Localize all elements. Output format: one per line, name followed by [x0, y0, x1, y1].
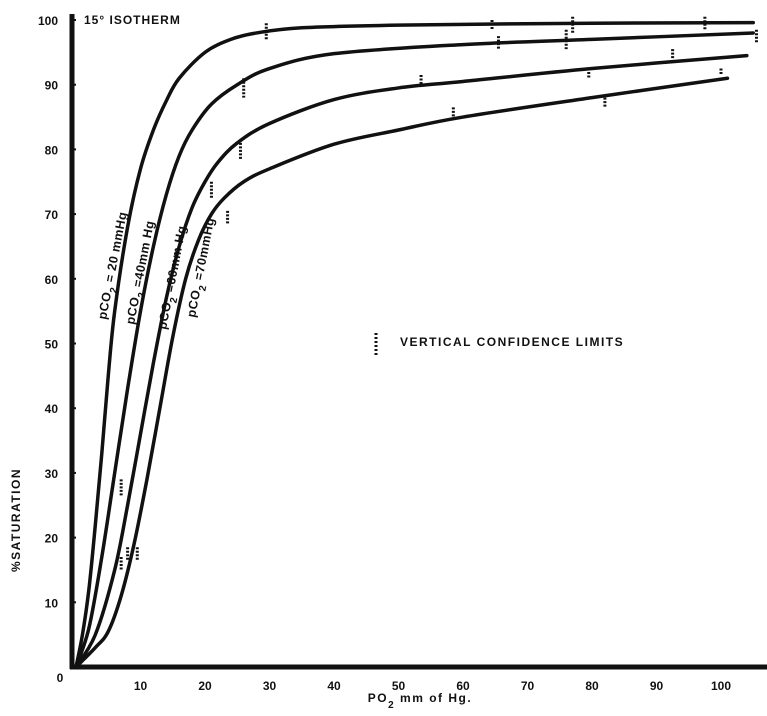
- x-tick-label: 40: [327, 679, 341, 693]
- y-tick-labels: 10 20 30 40 50 60 70 80 90 100: [38, 14, 76, 610]
- y-tick-label: 40: [45, 402, 59, 416]
- y-tick-label: 90: [45, 79, 59, 93]
- curve-1: [74, 20, 755, 669]
- x-tick-label: 70: [521, 679, 535, 693]
- y-tick-label: 70: [45, 208, 59, 222]
- curve-2: [74, 31, 755, 669]
- x-tick-label: 10: [134, 679, 148, 693]
- y-tick-label: 20: [45, 532, 59, 546]
- curves: [74, 20, 755, 669]
- axes: [69, 14, 767, 670]
- y-tick-label: 10: [45, 596, 59, 610]
- curve-4: [74, 76, 730, 669]
- y-tick-label: 100: [38, 14, 58, 28]
- x-tick-label: 80: [585, 679, 599, 693]
- zero-label: 0: [57, 671, 64, 685]
- x-axis-title: PO2 mm of Hg.: [368, 691, 472, 711]
- chart-title: 15° ISOTHERM: [84, 13, 181, 27]
- x-tick-label: 30: [263, 679, 277, 693]
- confidence-limit-marks: [119, 16, 758, 570]
- y-tick-label: 50: [45, 338, 59, 352]
- legend-label: VERTICAL CONFIDENCE LIMITS: [400, 335, 624, 349]
- y-tick-label: 30: [45, 467, 59, 481]
- x-tick-label: 100: [711, 679, 731, 693]
- x-tick-label: 90: [650, 679, 664, 693]
- legend: VERTICAL CONFIDENCE LIMITS: [374, 333, 624, 355]
- x-tick-labels: 10 20 30 40 50 60 70 80 90 100: [134, 679, 732, 693]
- x-tick-label: 50: [392, 679, 406, 693]
- curve-3: [74, 53, 749, 669]
- x-tick-label: 60: [456, 679, 470, 693]
- y-tick-label: 80: [45, 143, 59, 157]
- x-tick-label: 20: [198, 679, 212, 693]
- y-axis-title: %SATURATION: [9, 468, 23, 572]
- y-tick-label: 60: [45, 273, 59, 287]
